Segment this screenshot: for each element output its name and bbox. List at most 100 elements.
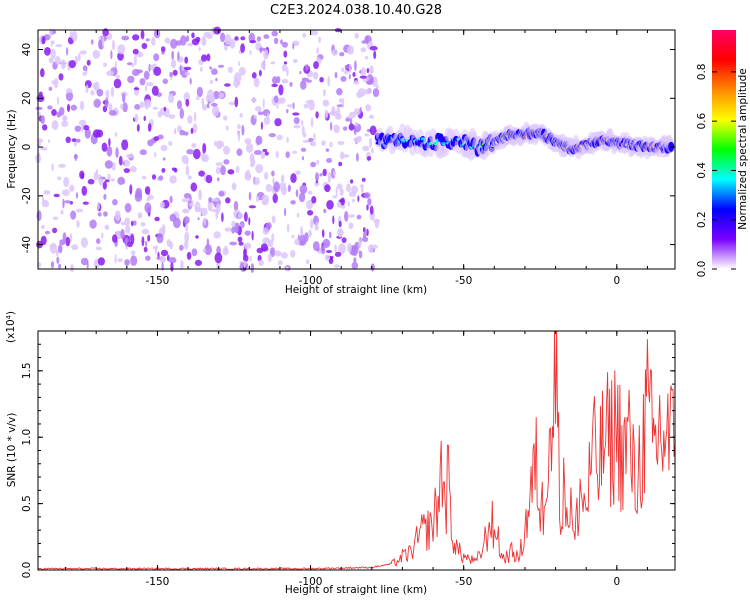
snr-frame: [37, 330, 676, 571]
noise-blob: [146, 99, 152, 108]
noise-blob: [213, 26, 221, 35]
noise-blob: [123, 168, 130, 174]
noise-blob: [353, 80, 360, 85]
noise-blob: [258, 259, 264, 267]
noise-blob: [324, 254, 330, 261]
noise-blob: [260, 121, 263, 130]
noise-blob: [151, 174, 157, 180]
noise-blob: [185, 35, 190, 42]
noise-blob: [336, 201, 342, 208]
noise-blob: [312, 71, 319, 80]
noise-blob: [283, 50, 288, 58]
noise-blob: [54, 56, 61, 65]
spectrogram-panel: -150 -100 -50 0 40 20 0 -20 -40 Height of straig…: [6, 26, 676, 296]
noise-blob: [76, 220, 80, 228]
noise-blob: [206, 103, 210, 109]
noise-blob: [141, 42, 148, 50]
noise-blob: [194, 259, 202, 266]
noise-blob: [329, 121, 333, 131]
noise-blob: [151, 85, 159, 96]
noise-blob: [215, 162, 223, 167]
noise-blob: [93, 98, 101, 108]
noise-blob: [201, 152, 206, 162]
noise-blob: [68, 60, 77, 69]
noise-blob: [300, 226, 304, 236]
noise-blob: [318, 36, 321, 43]
noise-blob: [40, 235, 47, 246]
noise-blob: [240, 43, 246, 54]
noise-blob: [191, 32, 195, 39]
noise-blob: [273, 37, 279, 44]
noise-blob: [279, 182, 286, 191]
noise-blob: [79, 50, 87, 55]
noise-blob: [341, 97, 345, 108]
noise-blob: [244, 242, 252, 250]
noise-blob: [244, 230, 251, 236]
colorbar-ticks: 0.0 0.2 0.4 0.6 0.8: [696, 64, 736, 277]
noise-blob: [260, 61, 266, 69]
noise-blob: [321, 245, 326, 255]
noise-blob: [305, 259, 310, 265]
noise-blob: [117, 52, 124, 61]
noise-blob: [341, 67, 345, 72]
noise-blob: [234, 36, 239, 41]
noise-blob: [50, 261, 55, 269]
noise-blob: [198, 189, 202, 201]
noise-blob: [363, 231, 367, 239]
noise-blob: [237, 124, 241, 130]
noise-blob: [369, 65, 374, 74]
noise-blob: [349, 111, 356, 119]
noise-blob: [268, 253, 272, 263]
noise-blob: [203, 31, 212, 37]
noise-blob: [258, 47, 267, 51]
noise-blob: [358, 250, 363, 259]
noise-blob: [368, 244, 374, 254]
noise-blob: [62, 198, 65, 209]
noise-blob: [375, 84, 379, 89]
noise-blob: [326, 200, 334, 210]
noise-blob: [183, 216, 190, 224]
noise-blob: [358, 238, 362, 249]
noise-blob: [41, 36, 46, 45]
noise-blob: [160, 46, 166, 53]
noise-blob: [64, 200, 71, 204]
noise-blob: [92, 50, 101, 59]
noise-blob: [368, 137, 373, 149]
noise-blob: [183, 66, 192, 71]
noise-blob: [62, 189, 70, 197]
noise-blob: [296, 212, 300, 218]
colorbar-tick-label: 0.2: [696, 211, 708, 228]
noise-blob: [364, 133, 370, 137]
noise-blob: [102, 181, 107, 190]
noise-blob: [341, 237, 347, 244]
noise-blob: [274, 250, 282, 257]
noise-blob: [253, 115, 257, 119]
noise-blob: [150, 64, 155, 71]
noise-blob: [75, 192, 79, 199]
noise-blob: [58, 73, 64, 81]
noise-blob: [63, 176, 70, 188]
noise-blob: [301, 156, 304, 161]
noise-blob: [218, 140, 224, 148]
noise-blob: [151, 37, 156, 46]
noise-blob: [152, 106, 159, 110]
noise-blob: [371, 147, 374, 154]
spectrogram-axes: -150 -100 -50 0 40 20 0 -20 -40: [21, 30, 675, 287]
noise-blob: [253, 177, 260, 186]
noise-blob: [299, 184, 308, 194]
noise-blob: [315, 221, 319, 230]
noise-blob: [370, 263, 375, 272]
noise-blob: [220, 165, 226, 176]
noise-blob: [130, 165, 137, 173]
noise-blob: [342, 126, 348, 131]
noise-blob: [196, 86, 203, 98]
noise-blob: [40, 115, 45, 125]
noise-blob: [225, 197, 231, 204]
noise-blob: [182, 208, 187, 213]
noise-blob: [105, 97, 109, 109]
noise-blob: [212, 105, 220, 117]
noise-blob: [362, 236, 369, 242]
noise-blob: [137, 212, 143, 219]
noise-blob: [351, 245, 359, 257]
